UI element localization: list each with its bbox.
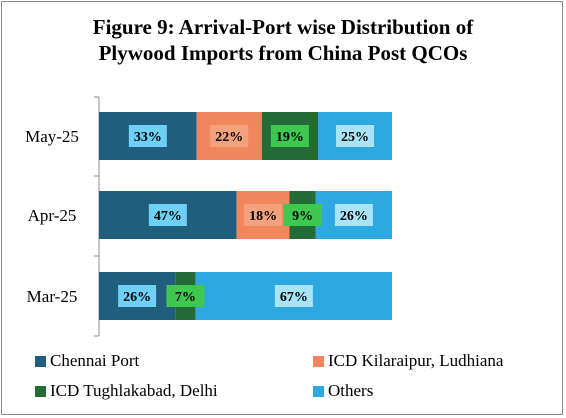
data-label-apr-25-series-1: 18%: [249, 209, 277, 224]
data-label-box-may-25-series-0: [128, 125, 167, 147]
chart-title-line-1: Figure 9: Arrival-Port wise Distribution…: [92, 15, 474, 39]
data-label-box-mar-25-series-0: [118, 285, 157, 307]
data-label-mar-25-series-0: 26%: [123, 290, 151, 305]
data-label-may-25-series-3: 25%: [341, 130, 369, 145]
data-label-box-may-25-series-1: [210, 125, 249, 147]
chart-title-line-2: Plywood Imports from China Post QCOs: [98, 41, 468, 65]
data-label-box-may-25-series-2: [270, 125, 309, 147]
category-labels: May-25 Apr-25 Mar-25: [25, 127, 79, 306]
data-label-box-apr-25-series-0: [148, 204, 187, 226]
data-label-box-apr-25-series-3: [334, 204, 373, 226]
data-label-mar-25-series-2: 7%: [175, 290, 196, 305]
chart-title: Figure 9: Arrival-Port wise Distribution…: [0, 14, 566, 66]
category-label-apr-25: Apr-25: [28, 206, 77, 225]
category-label-mar-25: Mar-25: [27, 287, 78, 306]
data-label-box-mar-25-series-3: [274, 285, 313, 307]
data-label-apr-25-series-0: 47%: [154, 209, 182, 224]
data-label-may-25-series-2: 19%: [276, 130, 304, 145]
data-label-box-apr-25-series-1: [244, 204, 283, 226]
data-label-apr-25-series-2: 9%: [292, 209, 313, 224]
data-label-mar-25-series-3: 67%: [280, 290, 308, 305]
data-label-may-25-series-1: 22%: [215, 130, 243, 145]
category-ticks: [94, 96, 99, 337]
data-label-apr-25-series-3: 26%: [340, 209, 368, 224]
category-label-may-25: May-25: [25, 127, 79, 146]
data-label-may-25-series-0: 33%: [134, 130, 162, 145]
data-label-box-apr-25-series-2: [283, 204, 322, 226]
data-labels: 33% 22% 19% 25% 47% 18% 9% 26% 26% 7% 67%: [118, 125, 375, 307]
data-label-box-mar-25-series-2: [166, 285, 205, 307]
data-label-box-may-25-series-3: [336, 125, 375, 147]
